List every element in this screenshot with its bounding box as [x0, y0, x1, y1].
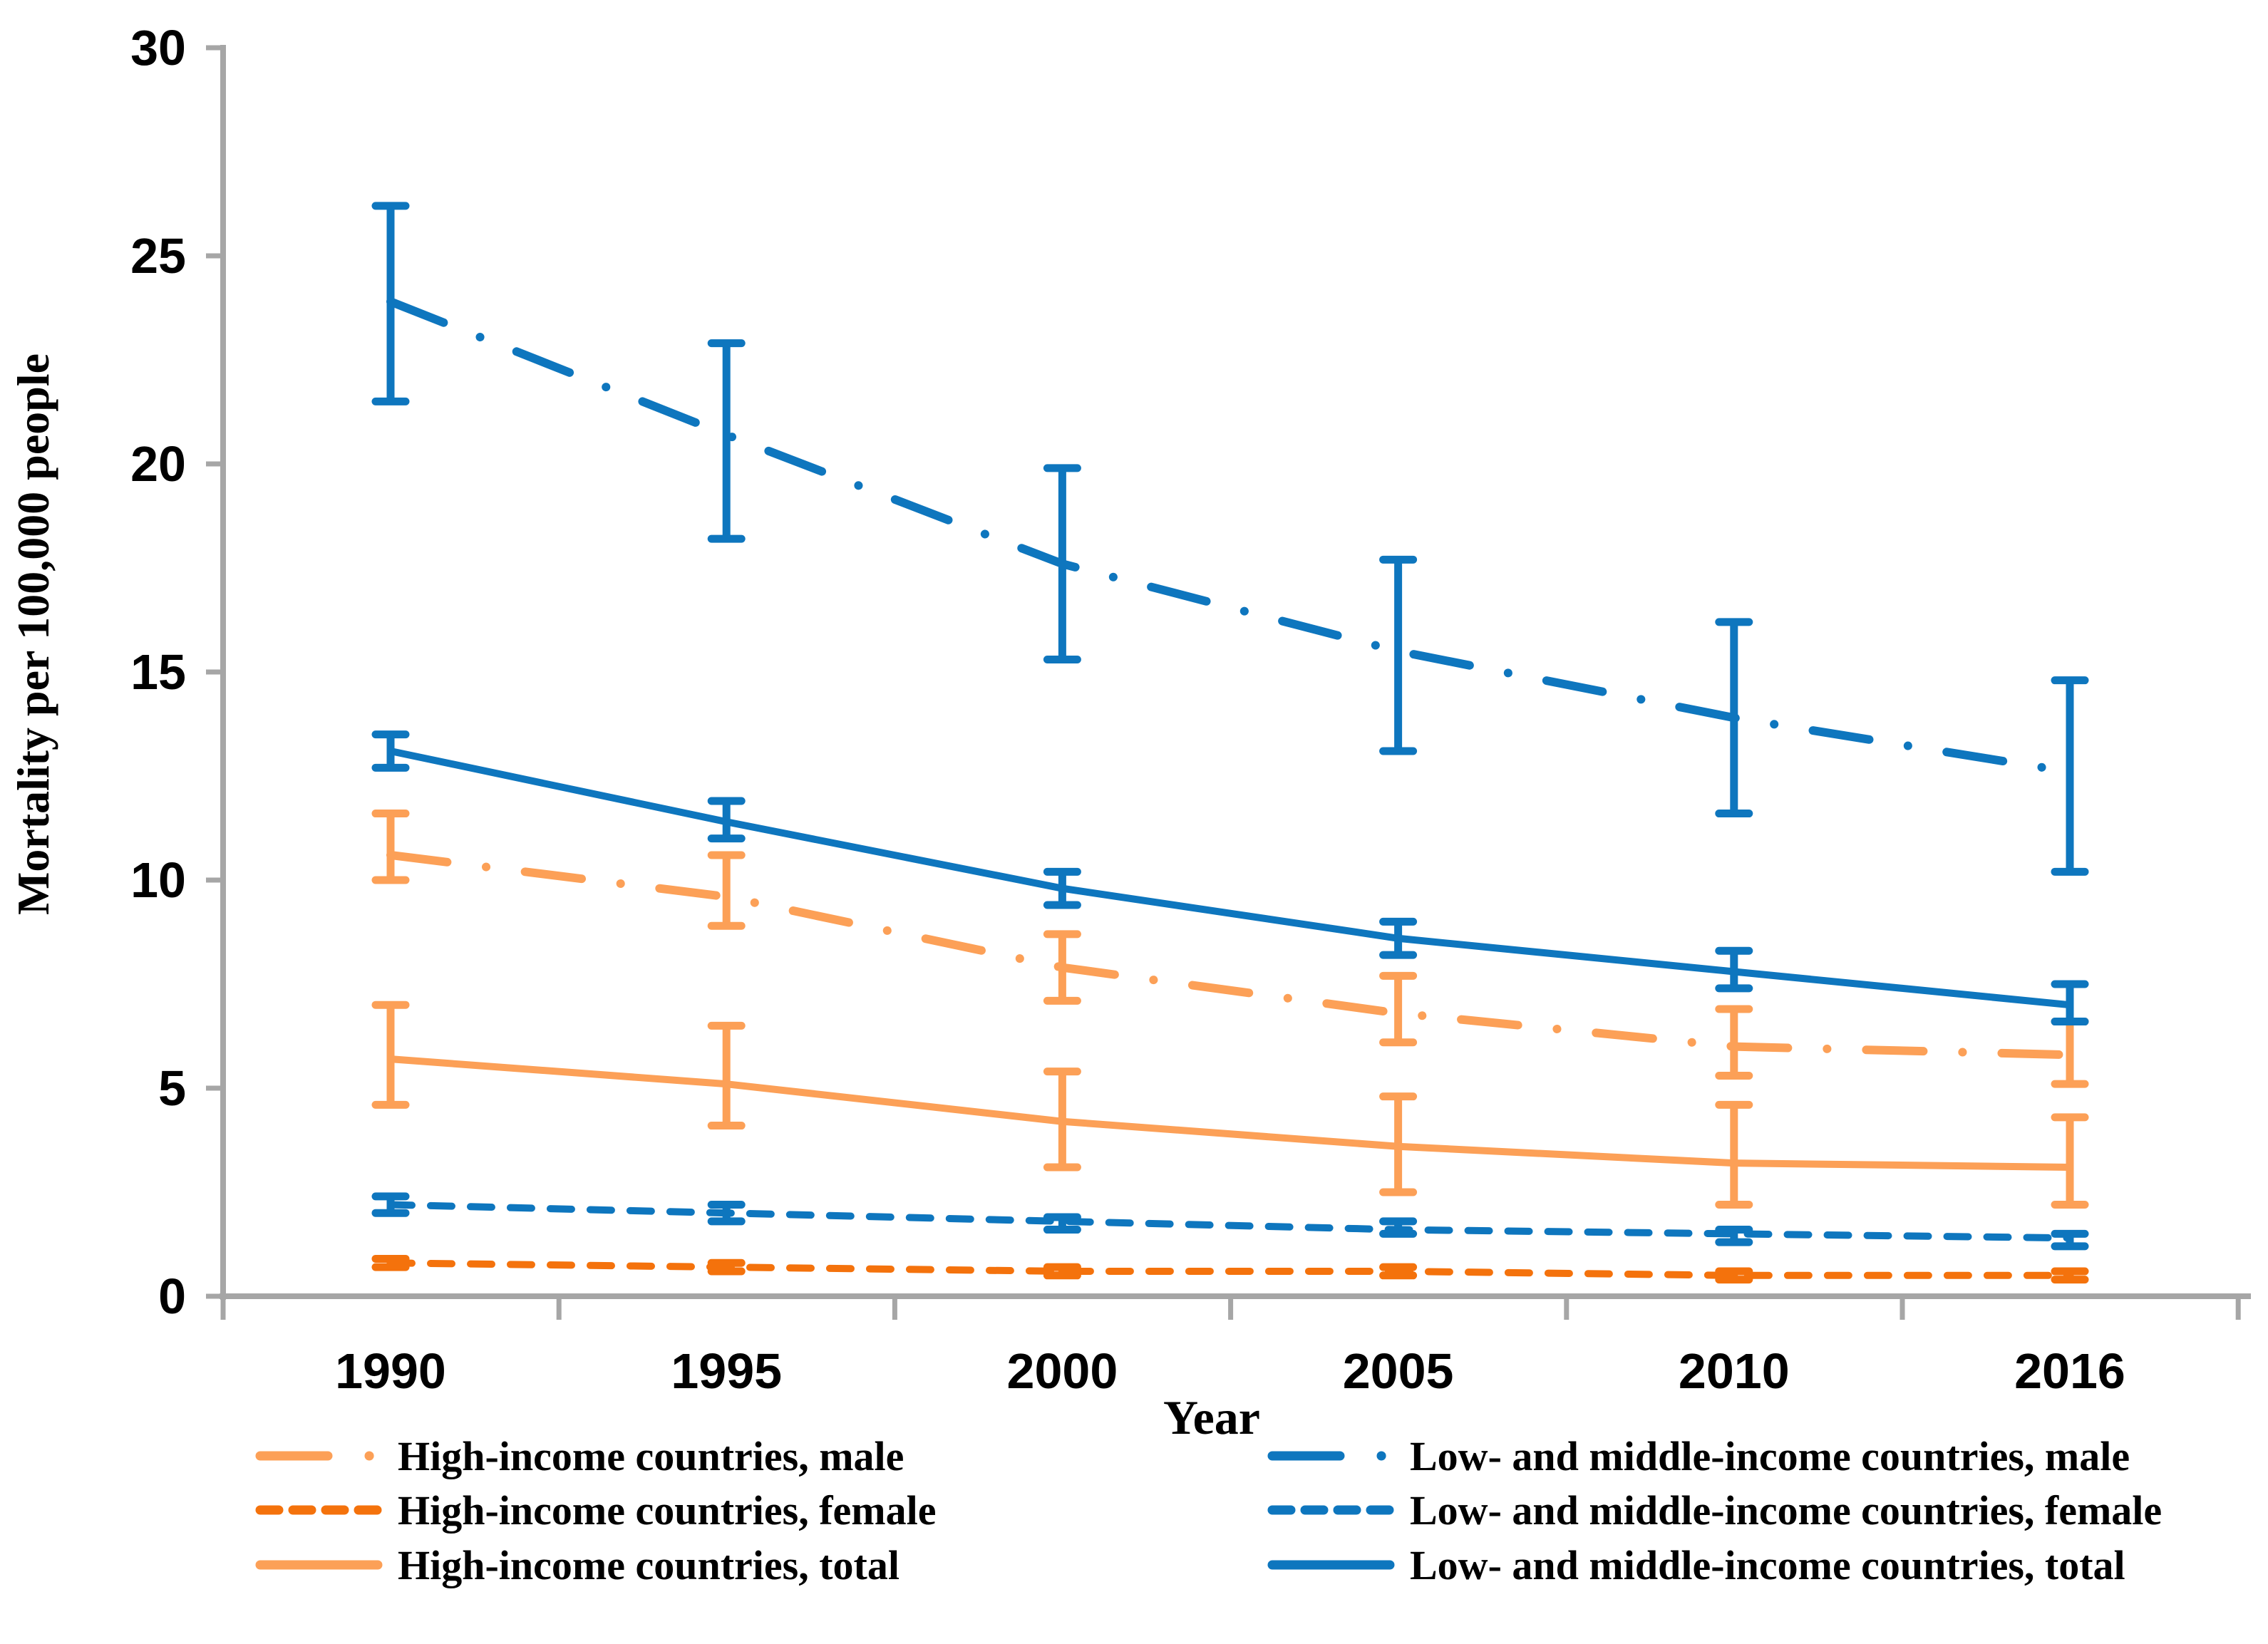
error-bars — [371, 202, 2089, 1284]
legend-label: Low- and middle-income countries, female — [1410, 1487, 2162, 1534]
x-tick-label: 1990 — [335, 1343, 446, 1399]
legend-item-high-income-countries-total: High-income countries, total — [255, 1542, 900, 1588]
y-tick-label: 10 — [130, 852, 186, 908]
legend-label: Low- and middle-income countries, male — [1410, 1433, 2130, 1479]
legend-label: Low- and middle-income countries, total — [1410, 1542, 2125, 1588]
error-bar-group-high-income-countries-total — [371, 1001, 2089, 1209]
legend-item-low-and-middle-income-countries-male: Low- and middle-income countries, male — [1267, 1433, 2130, 1479]
x-axis-title: Year — [1163, 1390, 1260, 1444]
series-line-low-and-middle-income-countries-male — [386, 297, 2074, 777]
y-tick-label: 30 — [130, 20, 186, 76]
series-lines — [386, 297, 2074, 1279]
y-tick-label: 20 — [130, 436, 186, 492]
error-bar-group-high-income-countries-male — [371, 810, 2089, 1088]
y-tick-label: 25 — [130, 228, 186, 284]
y-tick-label: 5 — [158, 1060, 186, 1116]
tick-labels: 0 5 10 15 20 25 30 1990 1995 2000 2005 2010 2016 — [130, 20, 2125, 1399]
legend-item-high-income-countries-male: High-income countries, male — [255, 1433, 904, 1479]
legend: High-income countries, male High-income c… — [255, 1433, 2162, 1588]
error-bar-group-low-and-middle-income-countries-male — [371, 202, 2089, 876]
x-tick-label: 2005 — [1343, 1343, 1454, 1399]
y-axis-title: Mortality per 100,000 people — [8, 353, 58, 915]
legend-item-low-and-middle-income-countries-total: Low- and middle-income countries, total — [1267, 1542, 2125, 1588]
series-line-high-income-countries-female — [387, 1259, 2073, 1279]
series-line-low-and-middle-income-countries-female — [387, 1201, 2073, 1242]
legend-item-low-and-middle-income-countries-female: Low- and middle-income countries, female — [1267, 1487, 2162, 1534]
series-line-low-and-middle-income-countries-total — [387, 747, 2073, 1009]
axes — [206, 45, 2251, 1320]
legend-label: High-income countries, total — [398, 1542, 900, 1588]
x-tick-label: 2016 — [2014, 1343, 2125, 1399]
y-tick-label: 0 — [158, 1268, 186, 1324]
series-line-high-income-countries-total — [387, 1055, 2073, 1171]
x-tick-label: 1995 — [671, 1343, 782, 1399]
legend-label: High-income countries, female — [398, 1487, 936, 1534]
series-line-high-income-countries-male — [386, 850, 2074, 1060]
legend-label: High-income countries, male — [398, 1433, 904, 1479]
y-tick-label: 15 — [130, 644, 186, 700]
x-tick-label: 2010 — [1679, 1343, 1790, 1399]
x-tick-label: 2000 — [1007, 1343, 1118, 1399]
legend-item-high-income-countries-female: High-income countries, female — [255, 1487, 936, 1534]
error-bar-group-low-and-middle-income-countries-female — [371, 1192, 2089, 1251]
